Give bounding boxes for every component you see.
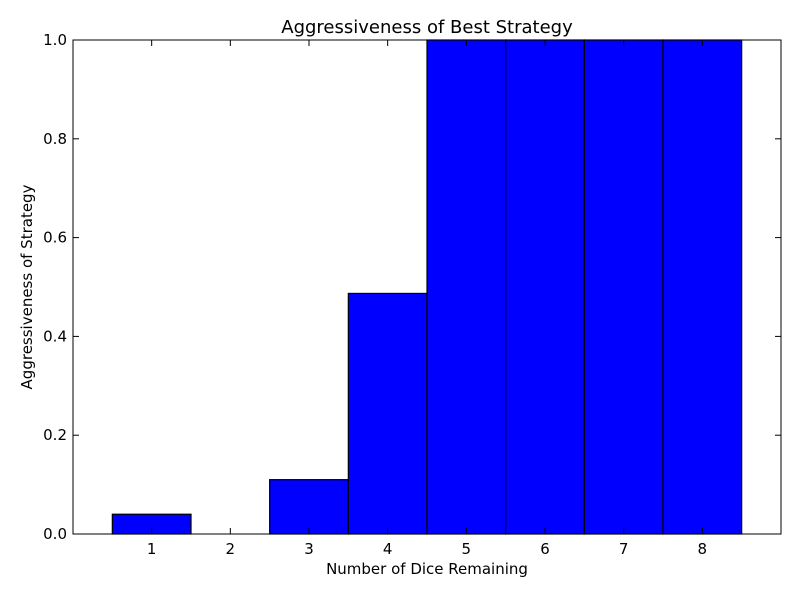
x-tick-label-7: 7 [619,540,629,558]
x-tick-label-5: 5 [462,540,472,558]
x-tick-label-8: 8 [698,540,708,558]
x-tick-label-4: 4 [383,540,393,558]
x-tick-label-1: 1 [147,540,157,558]
bar-8 [662,39,743,535]
y-tick-label-1.0: 1.0 [43,31,67,49]
x-axis-label: Number of Dice Remaining [326,560,528,578]
bar-3 [269,479,349,535]
bar-4 [347,292,428,535]
x-tick-label-3: 3 [304,540,314,558]
bars-layer [111,39,743,535]
chart-title: Aggressiveness of Best Strategy [281,17,573,38]
ticks-layer: 1 2 3 4 5 6 7 8 0.0 0.2 0.4 0.6 0.8 1.0 [43,31,781,558]
y-axis-label: Aggressiveness of Strategy [18,184,36,389]
y-tick-label-0.0: 0.0 [43,525,67,543]
x-tick-label-2: 2 [226,540,236,558]
y-tick-label-0.8: 0.8 [43,130,67,148]
y-tick-label-0.6: 0.6 [43,229,67,247]
y-tick-label-0.2: 0.2 [43,426,67,444]
bar-5 [426,39,507,535]
bar-7 [583,39,664,535]
plot-frame [72,39,782,535]
x-tick-label-6: 6 [540,540,550,558]
y-tick-label-0.4: 0.4 [43,327,67,345]
bar-6 [505,39,585,535]
